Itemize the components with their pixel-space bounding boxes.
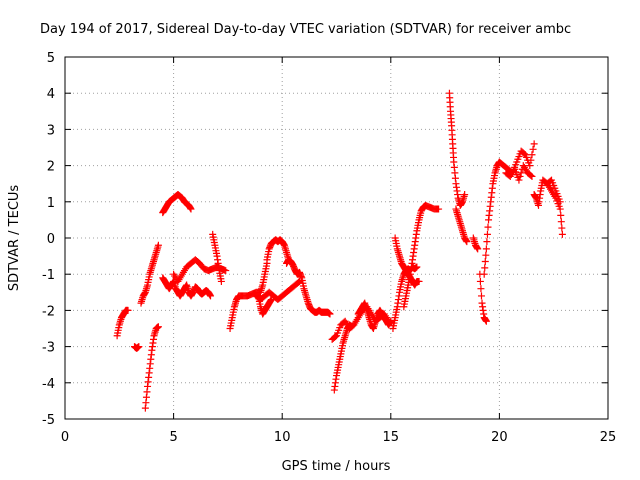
data-series (354, 299, 395, 332)
data-point (222, 267, 230, 275)
data-point (474, 245, 482, 253)
data-point (482, 245, 490, 253)
data-series (137, 241, 162, 307)
data-series (400, 201, 443, 311)
data-point (557, 218, 565, 226)
data-point (481, 258, 489, 266)
data-point (483, 230, 491, 238)
data-series (480, 140, 538, 278)
data-point (207, 292, 215, 300)
y-tick-label: -5 (42, 413, 55, 428)
data-point (527, 156, 535, 164)
data-point (187, 205, 195, 213)
data-point (516, 172, 524, 180)
data-point (556, 198, 564, 206)
data-point (529, 145, 537, 153)
data-point (482, 251, 490, 259)
x-tick-label: 25 (600, 430, 617, 445)
data-series (226, 259, 271, 332)
data-point (517, 169, 525, 177)
data-point (476, 277, 484, 285)
data-series (469, 234, 482, 253)
data-series (283, 256, 334, 318)
data-point (482, 317, 490, 325)
data-series (159, 274, 215, 300)
data-point (520, 150, 528, 158)
data-point (530, 140, 538, 148)
data-series (330, 321, 356, 394)
data-points (113, 89, 566, 412)
data-point (557, 211, 565, 219)
data-point (528, 172, 536, 180)
data-point (217, 277, 225, 285)
data-point (435, 205, 443, 213)
chart-title: Day 194 of 2017, Sidereal Day-to-day VTE… (40, 22, 571, 37)
data-point (558, 230, 566, 238)
data-series (502, 162, 536, 184)
data-point (526, 162, 534, 170)
data-point (326, 310, 334, 318)
data-point (477, 292, 485, 300)
data-point (463, 238, 471, 246)
data-series (476, 270, 490, 325)
axis-ticks: 0 5 10 15 20 25 -5 -4 -3 -2 -1 0 1 2 3 4 5 (42, 51, 616, 445)
data-point (477, 285, 485, 293)
y-tick-label: 5 (47, 51, 55, 66)
y-tick-label: -2 (42, 304, 55, 319)
data-point (483, 238, 491, 246)
data-point (154, 241, 162, 249)
x-axis-label: GPS time / hours (282, 459, 391, 474)
data-series (170, 256, 230, 285)
data-point (558, 224, 566, 232)
x-tick-label: 0 (61, 430, 69, 445)
y-tick-label: -1 (42, 268, 55, 283)
y-tick-label: 2 (47, 160, 55, 175)
x-tick-label: 15 (383, 430, 400, 445)
data-series (254, 292, 275, 318)
data-point (294, 278, 302, 286)
data-series (445, 89, 469, 209)
data-point (461, 191, 469, 199)
data-point (480, 270, 488, 278)
data-series (209, 230, 225, 285)
y-axis-label: SDTVAR / TECUs (7, 185, 22, 292)
data-series (543, 176, 564, 206)
data-point (515, 176, 523, 184)
data-point (124, 306, 132, 314)
data-point (331, 333, 339, 341)
data-series (141, 323, 162, 412)
data-point (267, 296, 275, 304)
y-tick-label: -4 (42, 377, 55, 392)
data-point (484, 223, 492, 231)
y-tick-label: -3 (42, 341, 55, 356)
data-series (113, 306, 132, 340)
data-series (159, 191, 195, 217)
data-point (528, 151, 536, 159)
x-tick-label: 20 (491, 430, 508, 445)
y-tick-label: 0 (47, 232, 55, 247)
data-series (452, 205, 471, 246)
data-point (527, 172, 535, 180)
x-tick-label: 10 (274, 430, 291, 445)
y-tick-label: 4 (47, 87, 55, 102)
data-series (131, 343, 143, 352)
x-tick-label: 5 (169, 430, 177, 445)
y-tick-label: 3 (47, 123, 55, 138)
data-point (481, 264, 489, 272)
data-point (135, 343, 143, 351)
data-point (415, 277, 423, 285)
data-point (556, 205, 564, 213)
data-point (154, 323, 162, 331)
data-series (530, 176, 566, 238)
y-tick-label: 1 (47, 196, 55, 211)
